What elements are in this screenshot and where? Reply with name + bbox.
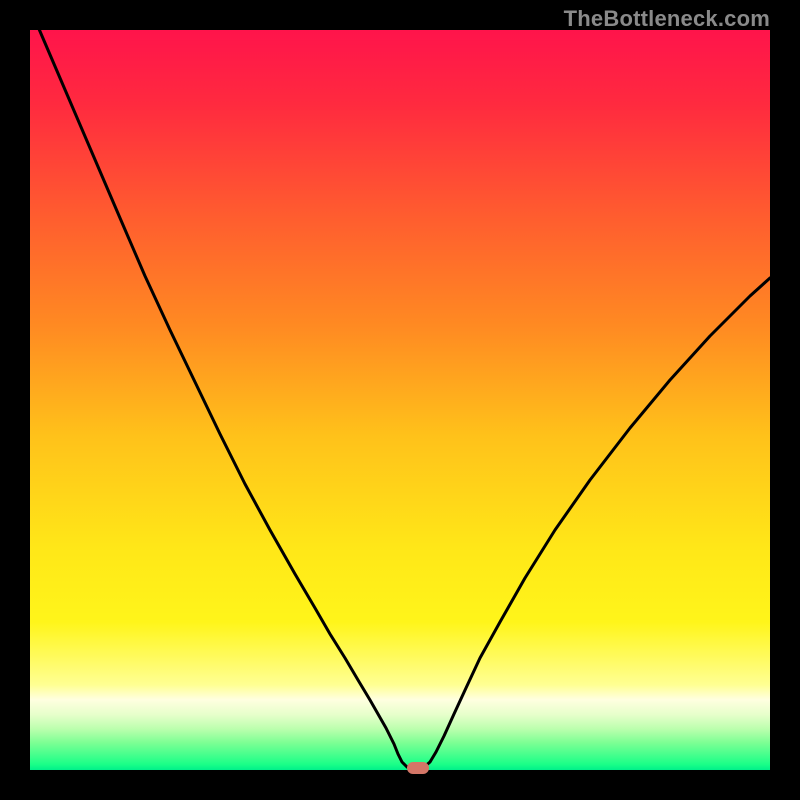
- optimal-marker: [407, 762, 429, 774]
- watermark-text: TheBottleneck.com: [564, 6, 770, 32]
- border-right: [770, 0, 800, 800]
- plot-area: [30, 30, 770, 770]
- chart-container: TheBottleneck.com: [0, 0, 800, 800]
- border-bottom: [0, 770, 800, 800]
- border-left: [0, 0, 30, 800]
